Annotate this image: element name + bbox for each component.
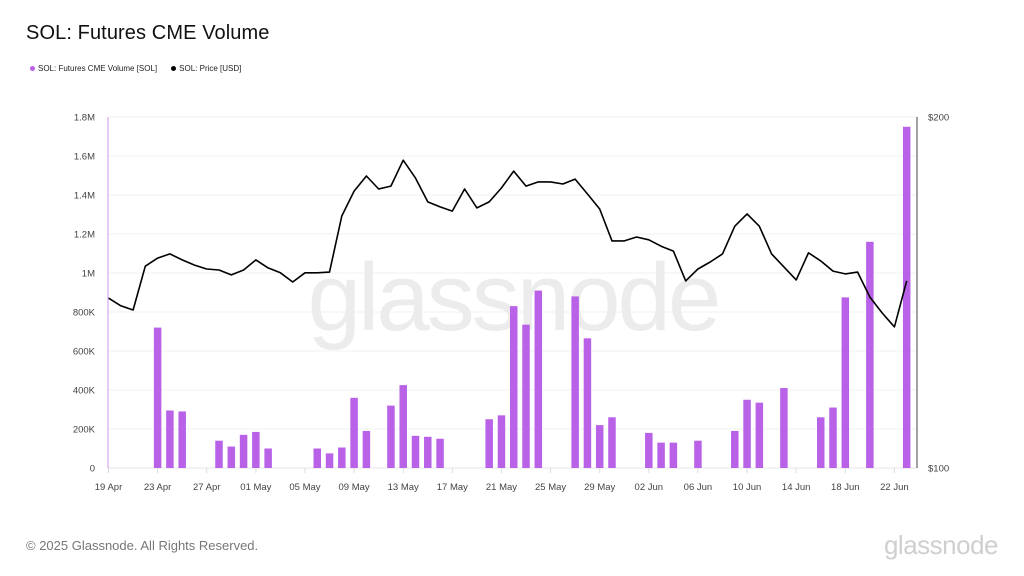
y2-tick-label: $200 [928, 113, 949, 124]
y-tick-label: 400K [73, 386, 96, 397]
volume-bar [902, 126, 911, 468]
y-tick-label: 600K [73, 347, 96, 358]
volume-bar [325, 453, 334, 468]
copyright-text: © 2025 Glassnode. All Rights Reserved. [26, 538, 259, 553]
x-tick-label: 23 Apr [144, 482, 171, 493]
volume-bar [362, 430, 371, 468]
volume-bar [866, 241, 874, 468]
y-axis-right: $100 $200 [928, 113, 949, 475]
volume-bar [436, 438, 444, 468]
volume-bar [816, 417, 825, 468]
y-tick-label: 1.4M [74, 191, 95, 202]
brand-logo: glassnode [883, 530, 999, 560]
y2-tick-label: $100 [928, 464, 949, 475]
volume-bar [583, 338, 592, 468]
chart-title: SOL: Futures CME Volume [26, 22, 270, 44]
chart-legend: SOL: Futures CME Volume [SOL] SOL: Price… [30, 64, 241, 73]
y-tick-label: 1.2M [74, 230, 95, 241]
volume-bars [153, 126, 911, 468]
y-tick-label: 200K [73, 425, 96, 436]
y-tick-label: 1M [82, 269, 95, 280]
volume-bar [522, 324, 530, 468]
x-tick-label: 10 Jun [733, 482, 762, 493]
legend-label-volume: SOL: Futures CME Volume [SOL] [38, 64, 158, 73]
x-tick-label: 14 Jun [782, 482, 811, 493]
volume-bar [509, 306, 518, 468]
x-tick-label: 05 May [289, 482, 320, 493]
volume-bar [424, 436, 432, 468]
legend-label-price: SOL: Price [USD] [179, 64, 242, 73]
x-tick-label: 27 Apr [193, 482, 220, 493]
volume-bar [829, 407, 837, 468]
volume-bar [411, 435, 420, 468]
volume-bar [252, 431, 260, 468]
volume-bar [694, 440, 702, 468]
volume-bar [497, 415, 506, 468]
volume-bar [534, 290, 543, 468]
volume-bar [313, 448, 322, 468]
volume-bar [178, 411, 186, 468]
volume-bar [669, 442, 678, 468]
x-tick-label: 06 Jun [684, 482, 713, 493]
volume-bar [227, 446, 236, 468]
volume-bar [731, 430, 739, 468]
x-tick-label: 19 Apr [95, 482, 122, 493]
volume-bar [657, 442, 665, 468]
volume-bar [485, 419, 493, 468]
volume-bar [239, 434, 248, 468]
x-tick-label: 25 May [535, 482, 566, 493]
x-tick-label: 22 Jun [880, 482, 909, 493]
volume-bar [166, 410, 174, 468]
volume-bar [755, 402, 764, 468]
x-tick-label: 01 May [240, 482, 271, 493]
y-axis-left: 0 200K 400K 600K 800K 1M 1.2M 1.4M 1.6M 1.8M [73, 113, 96, 475]
volume-bar [780, 388, 788, 468]
y-tick-label: 800K [73, 308, 96, 319]
volume-bar [264, 448, 272, 468]
x-tick-label: 29 May [584, 482, 615, 493]
legend-item-volume[interactable]: SOL: Futures CME Volume [SOL] [30, 64, 157, 73]
x-tick-label: 17 May [437, 482, 468, 493]
volume-bar [645, 432, 653, 468]
x-tick-label: 13 May [388, 482, 419, 493]
y-tick-label: 0 [90, 464, 95, 475]
x-tick-label: 09 May [339, 482, 370, 493]
volume-bar [215, 440, 223, 468]
y-tick-label: 1.6M [74, 152, 95, 163]
volume-bar [571, 296, 579, 468]
legend-item-price[interactable]: SOL: Price [USD] [171, 64, 241, 73]
volume-bar [608, 417, 616, 468]
volume-bar [387, 405, 395, 468]
price-line [108, 159, 908, 328]
x-tick-label: 21 May [486, 482, 517, 493]
x-tick-label: 02 Jun [635, 482, 664, 493]
volume-bar [350, 397, 358, 468]
volume-bar [841, 297, 850, 468]
y-tick-label: 1.8M [74, 113, 95, 124]
x-axis: 19 Apr 23 Apr 27 Apr 01 May 05 May 09 May 13 M… [95, 468, 909, 493]
volume-bar [595, 425, 604, 468]
volume-bar [399, 385, 407, 468]
x-tick-label: 18 Jun [831, 482, 860, 493]
legend-dot-price-icon [171, 66, 177, 71]
volume-bar [743, 399, 751, 468]
legend-dot-volume-icon [30, 66, 35, 71]
volume-bar [153, 327, 162, 468]
volume-bar [338, 447, 346, 468]
